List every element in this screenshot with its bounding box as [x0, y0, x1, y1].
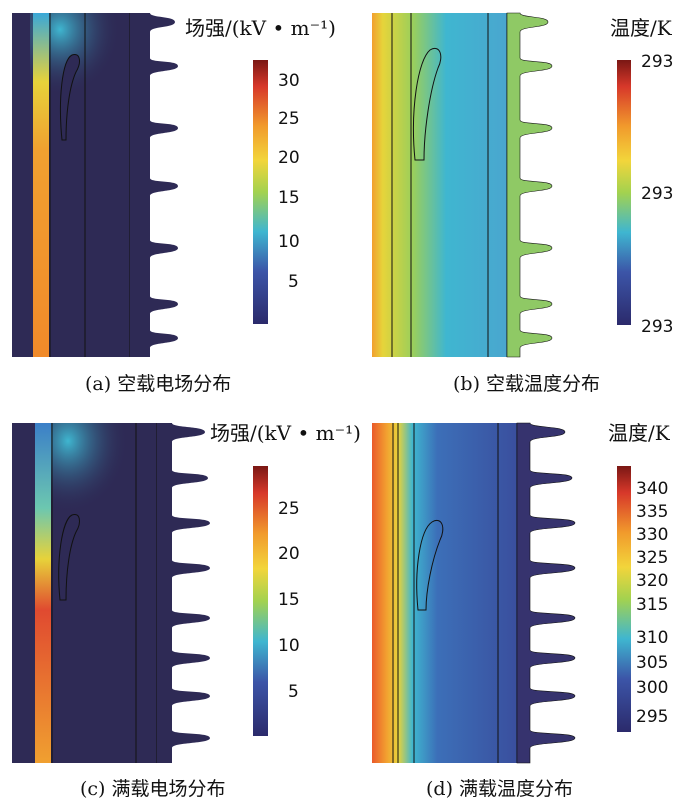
panel-c-colorbar-title: 场强/(kV • m⁻¹): [210, 421, 361, 445]
panel-a-electrode: [60, 53, 80, 141]
panel-c-tick: 25: [278, 499, 300, 519]
panel-a-tick: 10: [278, 232, 300, 252]
panel-d-tick: 320: [636, 571, 668, 591]
panel-b-sheds: [506, 12, 553, 358]
panel-c-caption: (c) 满载电场分布: [80, 778, 226, 800]
panel-c-ticks: 25 20 15 10 5: [278, 499, 300, 702]
panel-d-tick: 315: [636, 595, 668, 615]
panel-c-conductor: [35, 423, 51, 763]
panel-d: 温度/K 340 335 330 325 320 315 310 305 300…: [372, 421, 671, 800]
panel-a-caption: (a) 空载电场分布: [85, 373, 231, 395]
panel-d-tick: 310: [636, 628, 668, 648]
panel-d-tick: 300: [636, 678, 668, 698]
panel-a-tick: 30: [278, 71, 300, 91]
panel-d-tick: 330: [636, 525, 668, 545]
panel-c-tick: 5: [288, 682, 299, 702]
panel-d-colorbar: [617, 466, 631, 732]
panel-b-ticks: 293 293 293: [641, 52, 673, 337]
panel-c-colorbar: [253, 466, 268, 736]
panel-b-domain: [372, 13, 507, 357]
panel-c-tick: 20: [278, 544, 300, 564]
panel-b-colorbar-title: 温度/K: [610, 16, 673, 40]
panel-d-caption: (d) 满载温度分布: [426, 778, 573, 800]
panel-b-tick: 293: [641, 52, 673, 72]
panel-d-tick: 335: [636, 502, 668, 522]
panel-b-tick: 293: [641, 317, 673, 337]
panel-a-sheds: [130, 13, 178, 357]
panel-d-tick: 295: [636, 707, 668, 727]
panel-d-tick: 305: [636, 653, 668, 673]
panel-a-tick: 15: [278, 188, 300, 208]
panel-a-colorbar-title: 场强/(kV • m⁻¹): [185, 16, 336, 40]
panel-d-colorbar-title: 温度/K: [608, 421, 671, 445]
panel-c-tick: 10: [278, 636, 300, 656]
panel-c: 场强/(kV • m⁻¹) 25 20 15 10 5 (c) 满载电场分布: [12, 421, 361, 800]
panel-b-electrode: [413, 48, 442, 161]
panel-a: 场强/(kV • m⁻¹) 30 25 20 15 10 5 (a) 空载电场分…: [12, 13, 336, 395]
panel-d-tick: 325: [636, 548, 668, 568]
panel-a-ticks: 30 25 20 15 10 5: [278, 71, 300, 292]
panel-a-colorbar: [253, 60, 268, 324]
panel-a-tick: 25: [278, 109, 300, 129]
panel-d-domain: [372, 423, 517, 763]
panel-a-tick: 20: [278, 148, 300, 168]
panel-c-glow: [38, 423, 138, 543]
panel-d-tick: 340: [636, 479, 668, 499]
panel-b-tick: 293: [641, 184, 673, 204]
panel-c-electrode: [58, 513, 80, 601]
panel-a-tick: 5: [288, 272, 299, 292]
panel-b-caption: (b) 空载温度分布: [453, 373, 600, 395]
panel-b: 温度/K 293 293 293 (b) 空载温度分布: [372, 12, 673, 395]
panel-d-sheds: [516, 422, 576, 764]
panel-c-tick: 15: [278, 590, 300, 610]
panel-a-conductor: [33, 13, 49, 357]
panel-c-sheds: [157, 423, 210, 763]
panel-b-colorbar: [617, 60, 631, 325]
panel-d-ticks: 340 335 330 325 320 315 310 305 300 295: [636, 479, 668, 727]
panel-d-electrode: [416, 520, 444, 611]
